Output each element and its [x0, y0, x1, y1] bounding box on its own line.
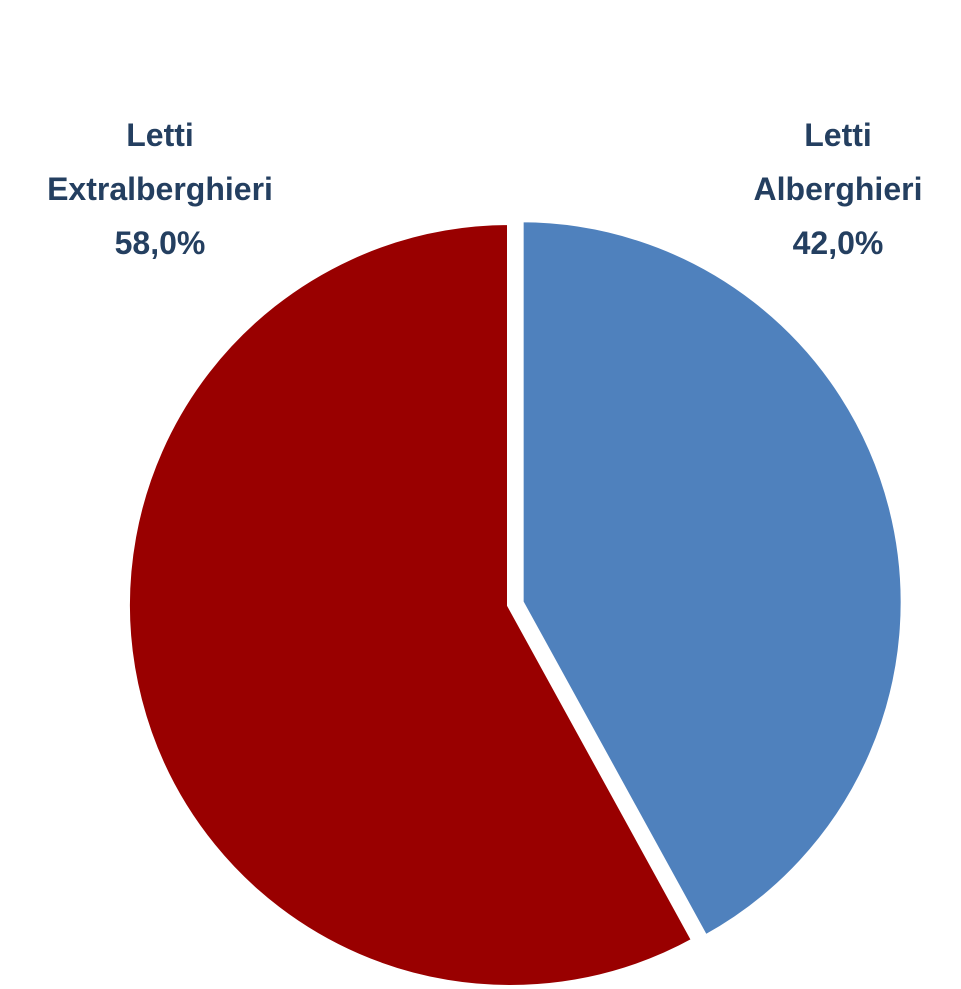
value-label: 42,0% [754, 216, 923, 270]
page: Letti Alberghieri42,0% Letti Extralberghi… [0, 0, 961, 989]
value-label: 58,0% [47, 216, 273, 270]
category-label: Letti Extralberghieri [47, 108, 273, 216]
category-label: Letti Alberghieri [754, 108, 923, 216]
